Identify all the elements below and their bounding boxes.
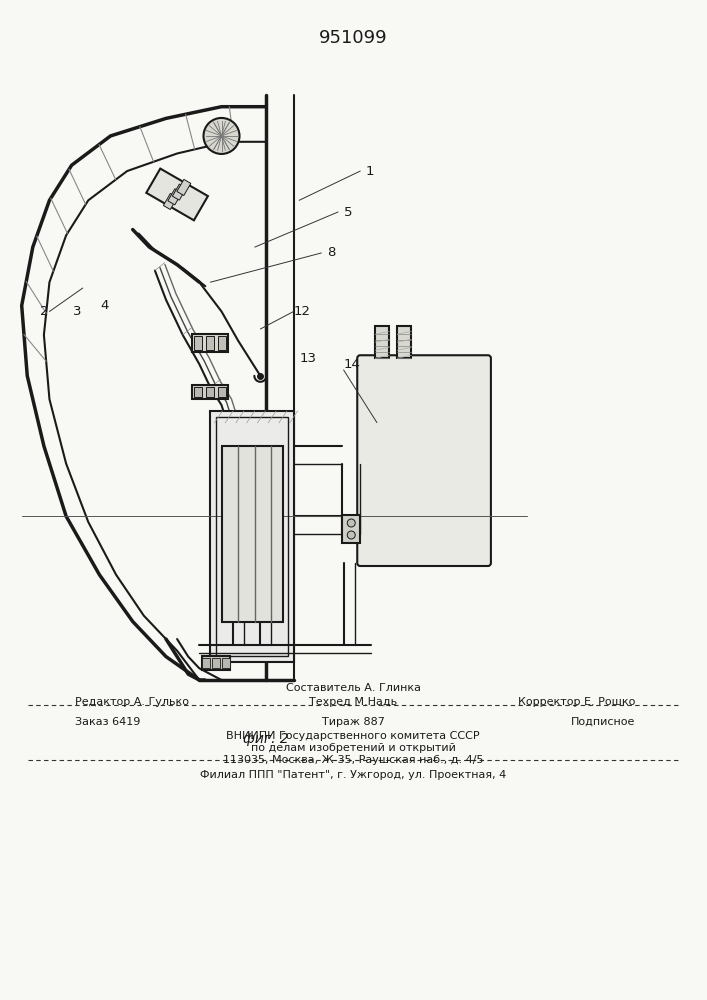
Polygon shape: [177, 179, 191, 195]
Text: Редактор А. Гулько: Редактор А. Гулько: [75, 697, 189, 707]
Circle shape: [347, 531, 355, 539]
Text: Филиал ППП "Патент", г. Ужгород, ул. Проектная, 4: Филиал ППП "Патент", г. Ужгород, ул. Про…: [200, 770, 506, 780]
Circle shape: [347, 519, 355, 527]
Text: по делам изобретений и открытий: по делам изобретений и открытий: [250, 743, 455, 753]
Text: 3: 3: [73, 305, 81, 318]
Text: 2: 2: [40, 305, 48, 318]
Polygon shape: [163, 193, 177, 210]
FancyBboxPatch shape: [211, 411, 293, 662]
FancyBboxPatch shape: [218, 387, 226, 397]
Text: 8: 8: [327, 246, 335, 259]
Text: 1: 1: [366, 165, 374, 178]
Circle shape: [204, 118, 240, 154]
FancyBboxPatch shape: [206, 387, 214, 397]
FancyBboxPatch shape: [194, 387, 202, 397]
Text: Подписное: Подписное: [571, 717, 635, 727]
FancyBboxPatch shape: [206, 336, 214, 350]
FancyBboxPatch shape: [357, 355, 491, 566]
FancyBboxPatch shape: [192, 385, 228, 399]
Text: Заказ 6419: Заказ 6419: [75, 717, 141, 727]
Polygon shape: [168, 189, 182, 205]
Text: 4: 4: [101, 299, 109, 312]
Text: Техред М.Надь: Техред М.Надь: [309, 697, 397, 707]
FancyBboxPatch shape: [202, 658, 210, 668]
Text: Корректор Е. Рошко: Корректор Е. Рошко: [518, 697, 635, 707]
FancyBboxPatch shape: [375, 326, 390, 358]
Polygon shape: [173, 184, 187, 200]
Text: 113035, Москва, Ж-35, Раушская наб., д. 4/5: 113035, Москва, Ж-35, Раушская наб., д. …: [223, 755, 484, 765]
Text: 14: 14: [344, 358, 361, 371]
Polygon shape: [146, 169, 208, 220]
FancyBboxPatch shape: [397, 326, 411, 358]
FancyBboxPatch shape: [221, 446, 283, 621]
FancyBboxPatch shape: [194, 336, 202, 350]
FancyBboxPatch shape: [212, 658, 220, 668]
Text: 12: 12: [293, 305, 310, 318]
Text: 5: 5: [344, 206, 352, 219]
Text: ВНИИПИ Государственного комитета СССР: ВНИИПИ Государственного комитета СССР: [226, 731, 480, 741]
FancyBboxPatch shape: [222, 658, 230, 668]
FancyBboxPatch shape: [202, 656, 230, 670]
Text: 951099: 951099: [319, 29, 387, 47]
FancyBboxPatch shape: [342, 515, 361, 543]
Text: Тираж 887: Тираж 887: [322, 717, 385, 727]
FancyBboxPatch shape: [192, 334, 228, 352]
Text: Составитель А. Глинка: Составитель А. Глинка: [286, 683, 421, 693]
Text: 13: 13: [299, 352, 316, 365]
FancyBboxPatch shape: [218, 336, 226, 350]
Text: фиг. 2: фиг. 2: [243, 732, 288, 746]
